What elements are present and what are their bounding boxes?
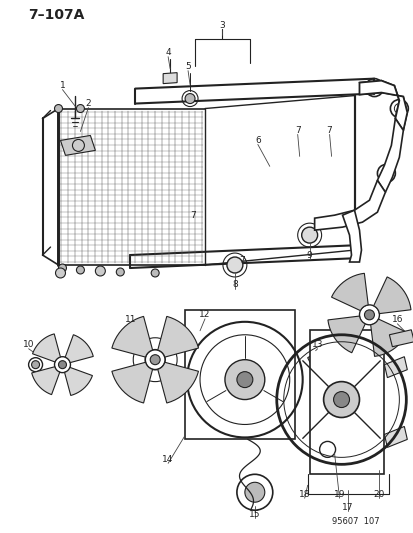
Circle shape bbox=[301, 227, 317, 243]
Text: 8: 8 bbox=[231, 280, 237, 289]
Circle shape bbox=[95, 266, 105, 276]
Polygon shape bbox=[32, 367, 59, 394]
Circle shape bbox=[368, 370, 378, 379]
Circle shape bbox=[116, 268, 124, 276]
Text: 10: 10 bbox=[23, 340, 34, 349]
Polygon shape bbox=[327, 316, 364, 353]
Circle shape bbox=[323, 382, 358, 417]
Text: 13: 13 bbox=[311, 340, 323, 349]
Text: 18: 18 bbox=[298, 490, 310, 499]
Polygon shape bbox=[342, 210, 361, 262]
Text: 7: 7 bbox=[238, 255, 244, 264]
Text: 7: 7 bbox=[326, 126, 332, 135]
Text: 1: 1 bbox=[59, 81, 65, 90]
Text: 6: 6 bbox=[254, 136, 260, 145]
Text: 3: 3 bbox=[218, 21, 224, 30]
Polygon shape bbox=[370, 319, 406, 357]
Circle shape bbox=[333, 392, 349, 408]
Polygon shape bbox=[377, 118, 402, 192]
Text: 2: 2 bbox=[85, 99, 91, 108]
Circle shape bbox=[31, 361, 40, 369]
Polygon shape bbox=[331, 273, 367, 311]
Polygon shape bbox=[33, 334, 60, 362]
Polygon shape bbox=[358, 80, 406, 131]
Polygon shape bbox=[389, 330, 413, 347]
Polygon shape bbox=[112, 362, 152, 403]
Text: 7–107A: 7–107A bbox=[28, 8, 85, 22]
Text: 11: 11 bbox=[124, 316, 136, 324]
Polygon shape bbox=[157, 362, 198, 403]
Polygon shape bbox=[384, 426, 406, 447]
Polygon shape bbox=[112, 317, 152, 357]
Polygon shape bbox=[373, 277, 410, 313]
Circle shape bbox=[76, 266, 84, 274]
Text: 5: 5 bbox=[185, 62, 190, 71]
Text: 17: 17 bbox=[341, 503, 352, 512]
Circle shape bbox=[145, 350, 165, 370]
Text: 9: 9 bbox=[306, 251, 312, 260]
Circle shape bbox=[226, 257, 242, 273]
Text: 4: 4 bbox=[165, 48, 171, 57]
Circle shape bbox=[55, 357, 70, 373]
Polygon shape bbox=[65, 335, 93, 362]
Text: 20: 20 bbox=[373, 490, 384, 499]
Polygon shape bbox=[185, 310, 294, 439]
Text: 14: 14 bbox=[162, 455, 173, 464]
Polygon shape bbox=[309, 330, 384, 474]
Text: 19: 19 bbox=[333, 490, 344, 499]
Text: 7: 7 bbox=[190, 211, 195, 220]
Circle shape bbox=[185, 94, 195, 103]
Polygon shape bbox=[307, 350, 325, 366]
Circle shape bbox=[150, 354, 160, 365]
Circle shape bbox=[55, 104, 62, 112]
Polygon shape bbox=[60, 135, 95, 156]
Polygon shape bbox=[384, 357, 406, 377]
Text: 15: 15 bbox=[249, 510, 260, 519]
Circle shape bbox=[224, 360, 264, 400]
Circle shape bbox=[358, 305, 378, 325]
Circle shape bbox=[76, 104, 84, 112]
Text: 7: 7 bbox=[294, 126, 300, 135]
Text: 12: 12 bbox=[199, 310, 210, 319]
Polygon shape bbox=[314, 180, 385, 230]
Circle shape bbox=[363, 310, 373, 320]
Circle shape bbox=[58, 361, 66, 369]
Text: 16: 16 bbox=[391, 316, 402, 324]
Text: 95607  107: 95607 107 bbox=[331, 516, 378, 526]
Polygon shape bbox=[64, 367, 92, 395]
Circle shape bbox=[236, 372, 252, 387]
Circle shape bbox=[55, 268, 65, 278]
Polygon shape bbox=[163, 72, 177, 84]
Circle shape bbox=[244, 482, 264, 502]
Polygon shape bbox=[157, 317, 198, 357]
Circle shape bbox=[151, 269, 159, 277]
Circle shape bbox=[58, 264, 66, 272]
